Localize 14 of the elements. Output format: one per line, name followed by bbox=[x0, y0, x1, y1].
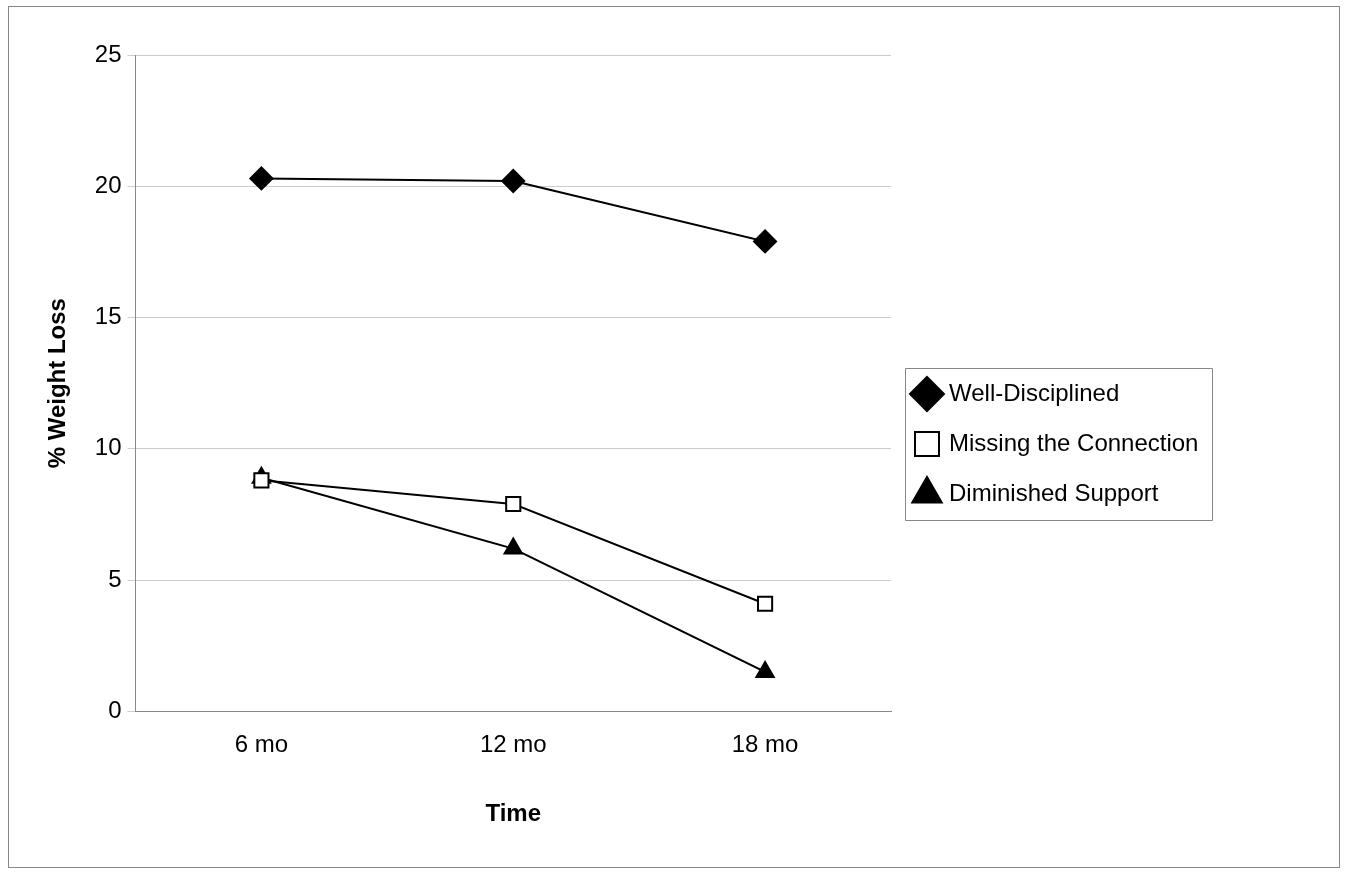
y-tick-label: 10 bbox=[94, 433, 122, 461]
legend-label: Diminished Support bbox=[949, 478, 1159, 506]
legend-label: Well-Disciplined bbox=[949, 378, 1120, 406]
y-tick-label: 15 bbox=[94, 302, 122, 330]
y-tick-label: 25 bbox=[94, 39, 122, 67]
y-tick-label: 5 bbox=[108, 564, 122, 592]
x-tick-label: 6 mo bbox=[234, 730, 289, 758]
x-axis-title: Time bbox=[485, 799, 542, 827]
x-tick-label: 12 mo bbox=[479, 730, 547, 758]
y-tick-label: 20 bbox=[94, 170, 122, 198]
y-axis-title: % Weight Loss bbox=[43, 298, 71, 469]
y-tick-label: 0 bbox=[108, 696, 122, 724]
x-tick-label: 18 mo bbox=[731, 730, 799, 758]
legend-label: Missing the Connection bbox=[949, 428, 1199, 456]
